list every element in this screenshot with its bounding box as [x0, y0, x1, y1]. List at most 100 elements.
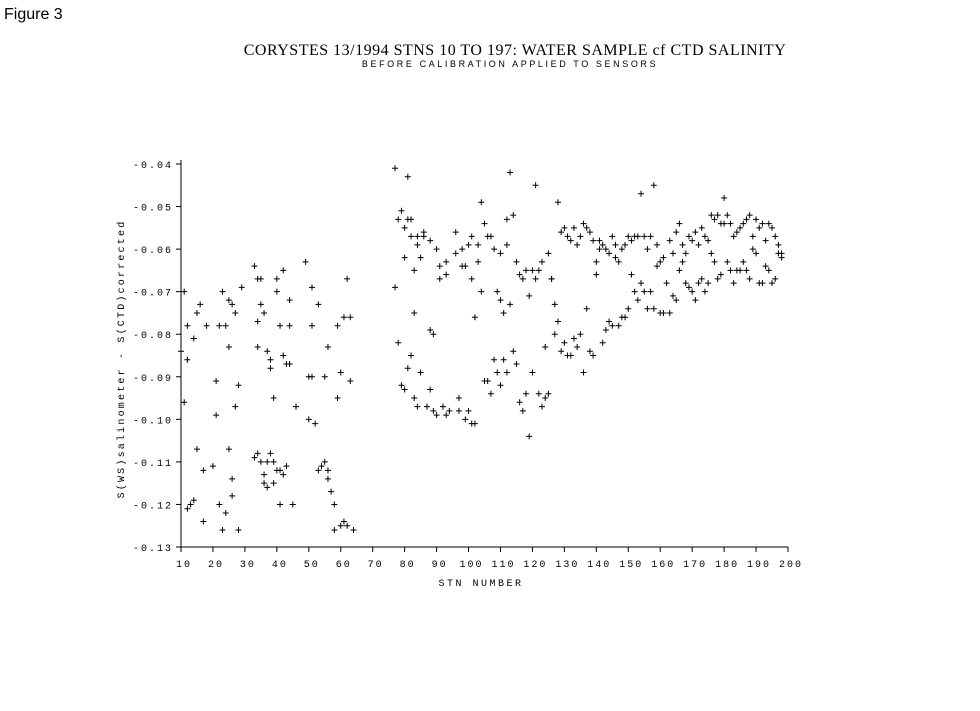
data-point-marker [749, 246, 756, 253]
data-point-marker [599, 241, 606, 248]
data-point-marker [660, 254, 667, 261]
data-point-marker [225, 343, 232, 350]
data-point-marker [213, 412, 220, 419]
data-point-marker [740, 258, 747, 265]
data-point-marker [510, 212, 517, 219]
data-point-marker [392, 165, 399, 172]
data-point-marker [682, 250, 689, 257]
data-point-marker [193, 446, 200, 453]
data-point-marker [324, 343, 331, 350]
data-point-marker [178, 348, 184, 355]
data-point-marker [634, 297, 641, 304]
data-point-marker [455, 407, 462, 414]
data-point-marker [229, 475, 236, 482]
y-tick-label: -0.06 [133, 246, 173, 257]
data-point-marker [602, 246, 609, 253]
data-point-marker [545, 250, 552, 257]
data-point-marker [395, 216, 402, 223]
data-point-marker [580, 220, 587, 227]
data-point-marker [478, 199, 485, 206]
data-point-marker [261, 309, 268, 316]
data-point-marker [765, 220, 772, 227]
data-point-marker [277, 322, 284, 329]
data-point-marker [535, 390, 542, 397]
data-point-marker [395, 339, 402, 346]
data-point-marker [542, 343, 549, 350]
data-point-marker [574, 241, 581, 248]
data-point-marker [216, 322, 223, 329]
data-point-marker [315, 467, 322, 474]
data-point-marker [532, 182, 539, 189]
data-point-marker [420, 233, 427, 240]
data-point-marker [628, 271, 635, 278]
data-point-marker [727, 267, 734, 274]
y-tick-label: -0.07 [133, 289, 173, 300]
data-point-marker [570, 335, 577, 342]
data-point-marker [181, 288, 188, 295]
data-point-marker [631, 288, 638, 295]
data-point-marker [254, 318, 261, 325]
y-tick-label: -0.11 [133, 459, 173, 470]
data-point-marker [701, 233, 708, 240]
data-point-marker [251, 263, 258, 270]
data-point-marker [251, 454, 258, 461]
data-point-marker [695, 241, 702, 248]
data-point-marker [609, 322, 616, 329]
data-point-marker [679, 241, 686, 248]
data-point-marker [714, 212, 721, 219]
x-tick-label: 120 [523, 560, 547, 571]
data-point-marker [558, 348, 565, 355]
data-point-marker [261, 480, 268, 487]
data-point-marker [772, 233, 779, 240]
data-point-marker [503, 216, 510, 223]
data-point-marker [184, 356, 191, 363]
data-point-marker [305, 416, 312, 423]
data-point-marker [733, 229, 740, 236]
data-point-marker [724, 258, 731, 265]
data-point-marker [612, 241, 619, 248]
data-point-marker [187, 501, 194, 508]
data-point-marker [622, 314, 629, 321]
data-point-marker [535, 267, 542, 274]
data-point-marker [471, 314, 478, 321]
data-point-marker [340, 314, 347, 321]
data-point-marker [491, 356, 498, 363]
data-point-marker [286, 322, 293, 329]
data-point-marker [698, 224, 705, 231]
data-point-marker [574, 343, 581, 350]
data-point-marker [475, 241, 482, 248]
data-point-marker [481, 220, 488, 227]
data-point-marker [315, 301, 322, 308]
data-point-marker [404, 173, 411, 180]
data-point-marker [273, 288, 280, 295]
data-point-marker [411, 309, 418, 316]
data-point-marker [516, 399, 523, 406]
data-point-marker [203, 322, 210, 329]
data-point-marker [337, 369, 344, 376]
data-point-marker [478, 288, 485, 295]
chart-title-block: CORYSTES 13/1994 STNS 10 TO 197: WATER S… [0, 42, 980, 69]
x-tick-label: 30 [240, 560, 256, 571]
data-point-marker [222, 322, 229, 329]
data-point-marker [286, 361, 293, 368]
data-point-marker [468, 233, 475, 240]
data-point-marker [468, 275, 475, 282]
data-point-marker [756, 224, 763, 231]
data-point-marker [411, 267, 418, 274]
data-point-marker [769, 280, 776, 287]
data-point-marker [682, 280, 689, 287]
data-point-marker [414, 403, 421, 410]
data-point-marker [685, 233, 692, 240]
data-point-marker [484, 378, 491, 385]
data-point-marker [762, 263, 769, 270]
data-point-marker [401, 254, 408, 261]
data-point-marker [513, 361, 520, 368]
data-point-marker [673, 297, 680, 304]
data-point-marker [289, 501, 296, 508]
data-point-marker [225, 297, 232, 304]
data-point-marker [392, 284, 399, 291]
data-point-marker [446, 407, 453, 414]
data-point-marker [647, 288, 654, 295]
data-point-marker [507, 301, 514, 308]
data-point-marker [625, 233, 632, 240]
